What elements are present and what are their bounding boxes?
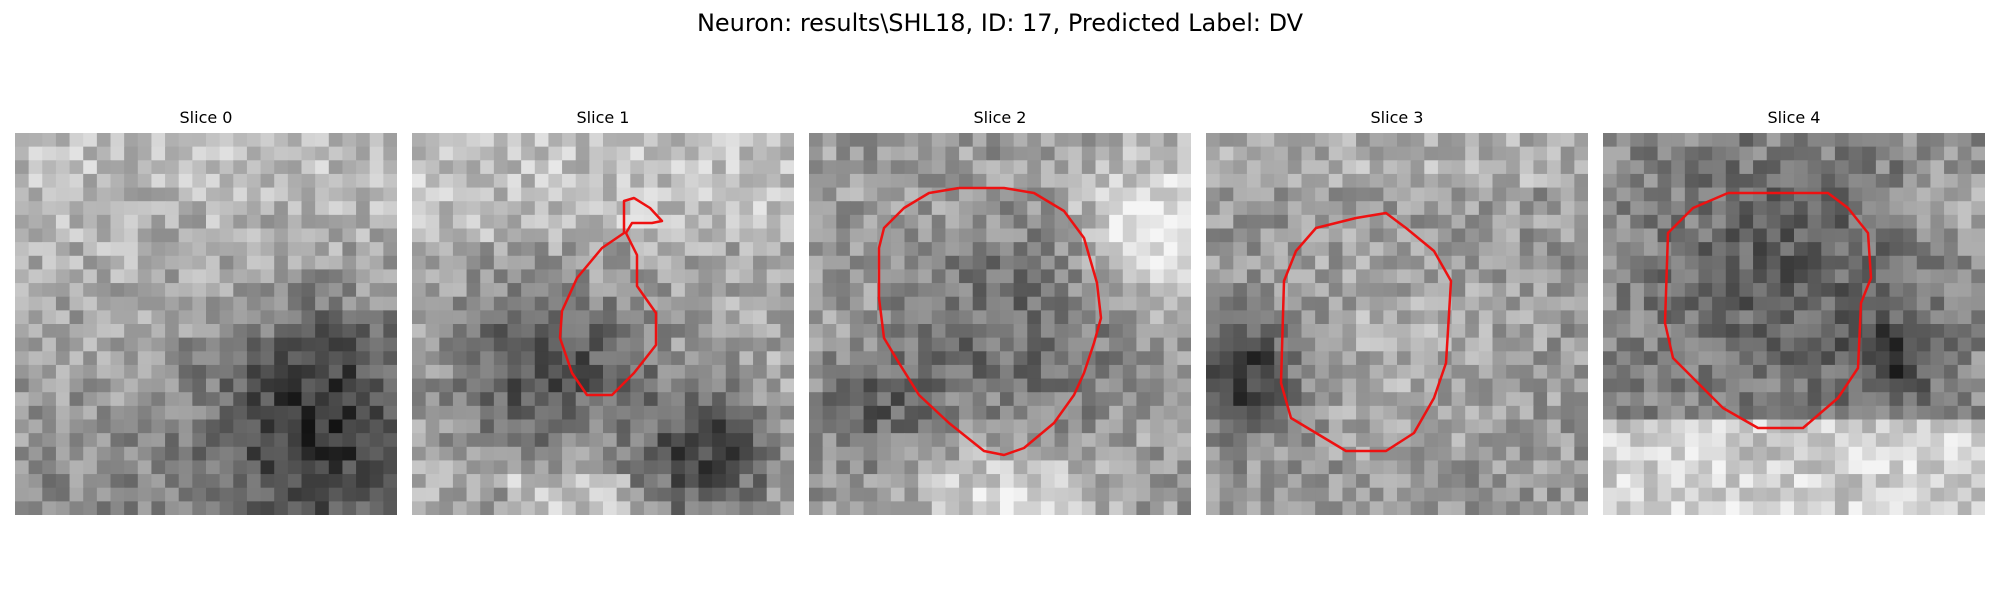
pixel-grid xyxy=(15,133,397,515)
contour-outline xyxy=(1663,191,1873,430)
pixel-grid xyxy=(809,133,1191,515)
slice-panel-3: Slice 3 xyxy=(1206,108,1588,515)
micrograph-slice-2 xyxy=(809,133,1191,515)
slice-title: Slice 3 xyxy=(1370,108,1424,127)
contour-outline xyxy=(1279,211,1453,453)
slice-image-frame xyxy=(15,133,397,515)
pixel-grid xyxy=(412,133,794,515)
micrograph-slice-3 xyxy=(1206,133,1588,515)
slice-panel-2: Slice 2 xyxy=(809,108,1191,515)
slice-title: Slice 2 xyxy=(973,108,1027,127)
slice-image-frame xyxy=(412,133,794,515)
slice-panel-1: Slice 1 xyxy=(412,108,794,515)
slice-title: Slice 4 xyxy=(1767,108,1821,127)
slice-image-frame xyxy=(809,133,1191,515)
pixel-grid xyxy=(1603,133,1985,515)
pixel-grid xyxy=(1206,133,1588,515)
contour-outline xyxy=(558,196,664,397)
slice-panel-0: Slice 0 xyxy=(15,108,397,515)
micrograph-slice-0 xyxy=(15,133,397,515)
slice-image-frame xyxy=(1603,133,1985,515)
contour-outline xyxy=(877,186,1103,457)
slice-panel-4: Slice 4 xyxy=(1603,108,1985,515)
micrograph-slice-4 xyxy=(1603,133,1985,515)
slice-title: Slice 0 xyxy=(179,108,233,127)
figure-title: Neuron: results\SHL18, ID: 17, Predicted… xyxy=(696,9,1304,37)
micrograph-slice-1 xyxy=(412,133,794,515)
slice-title: Slice 1 xyxy=(576,108,630,127)
slice-image-frame xyxy=(1206,133,1588,515)
